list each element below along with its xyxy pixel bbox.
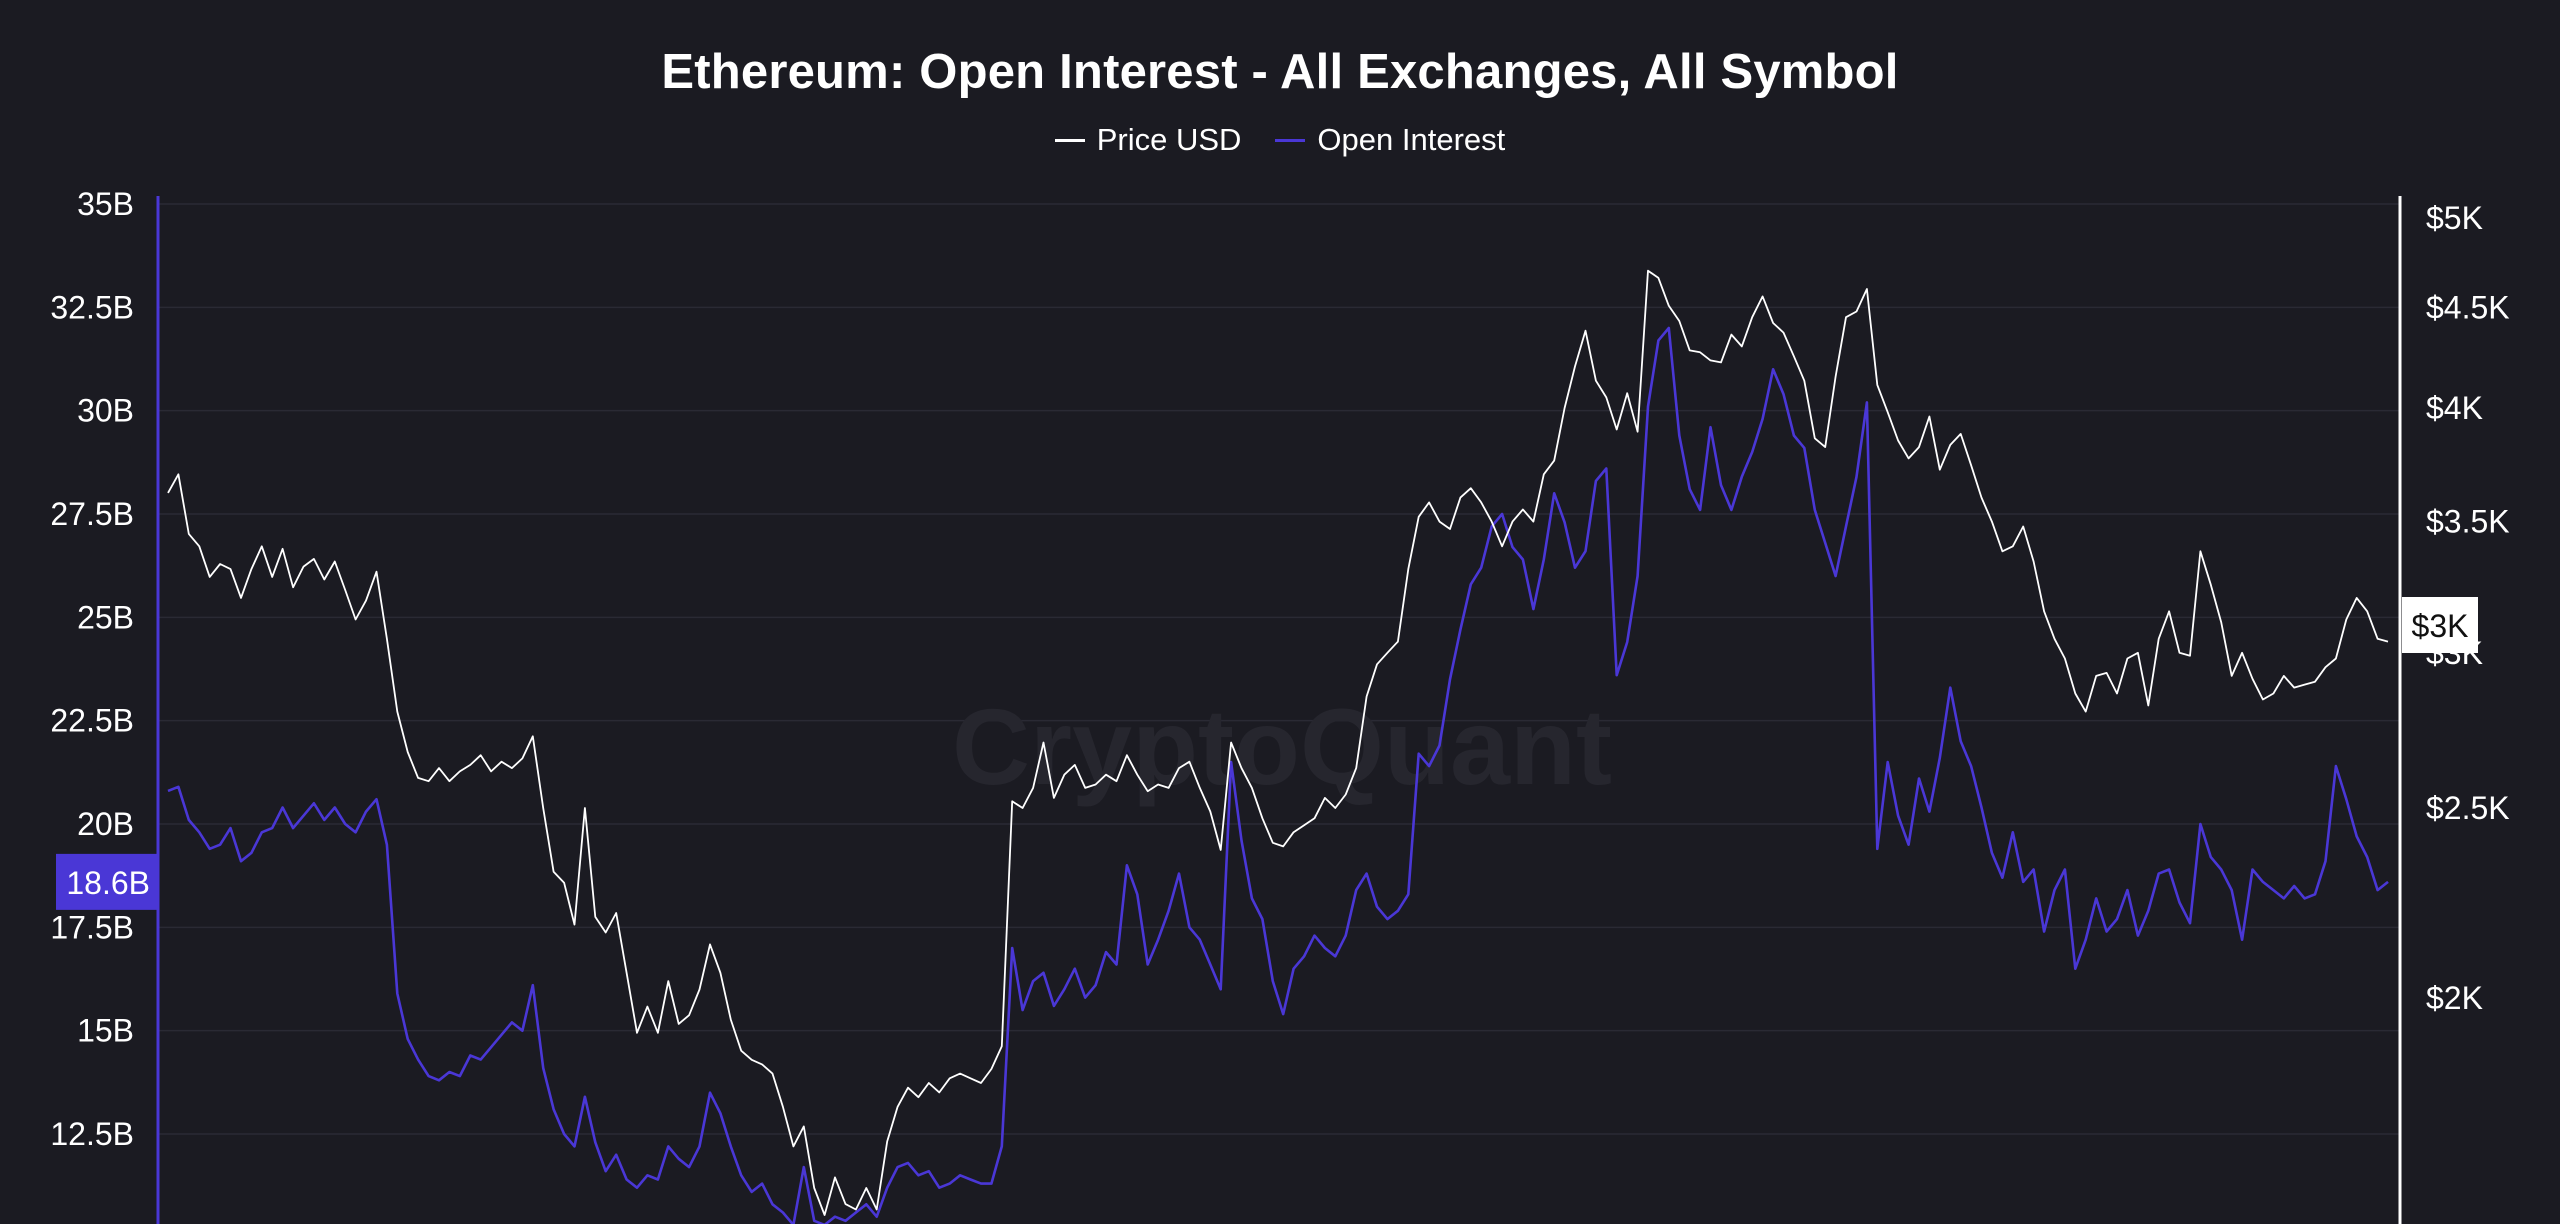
left-tick-label: 22.5B: [50, 703, 134, 739]
left-tick-label: 35B: [77, 186, 134, 222]
watermark: CryptoQuant: [952, 686, 1612, 807]
left-tick-label: 20B: [77, 806, 134, 842]
legend-item-price[interactable]: Price USD: [1054, 122, 1242, 158]
right-tick-label: $3.5K: [2426, 504, 2510, 540]
right-tick-label: $2K: [2426, 980, 2483, 1016]
left-tick-label: 12.5B: [50, 1116, 134, 1152]
left-tick-label: 30B: [77, 393, 134, 429]
chart-title: Ethereum: Open Interest - All Exchanges,…: [661, 45, 1899, 99]
current-value-badges: 18.6B $3K: [56, 597, 2478, 910]
legend-label-open-interest: Open Interest: [1317, 122, 1506, 157]
right-tick-label: $5K: [2426, 200, 2483, 236]
legend-swatch-price: [1054, 138, 1085, 142]
legend-swatch-open-interest: [1275, 138, 1306, 142]
left-axis-ticks: 12.5B 15B 17.5B 20B 22.5B 25B 27.5B 30B 32.5B 35B: [50, 186, 134, 1152]
legend-item-open-interest[interactable]: Open Interest: [1275, 122, 1505, 158]
current-price-badge: [2402, 597, 2478, 653]
current-oi-label: 18.6B: [66, 865, 150, 901]
gridlines: [158, 203, 2400, 1135]
left-tick-label: 15B: [77, 1013, 134, 1049]
right-tick-label: $2.5K: [2426, 790, 2510, 826]
right-tick-label: $4.5K: [2426, 290, 2510, 326]
left-tick-label: 27.5B: [50, 496, 134, 532]
current-price-label: $3K: [2412, 608, 2469, 644]
left-tick-label: 25B: [77, 599, 134, 635]
left-tick-label: 32.5B: [50, 289, 134, 325]
series-line-price: [167, 269, 2389, 1216]
left-tick-label: 17.5B: [50, 909, 134, 945]
legend: Price USD Open Interest: [0, 122, 2560, 158]
current-oi-badge: [56, 853, 158, 910]
right-tick-label: $4K: [2426, 390, 2483, 426]
series-line-open-interest: [167, 326, 2389, 1224]
legend-label-price: Price USD: [1096, 122, 1242, 157]
